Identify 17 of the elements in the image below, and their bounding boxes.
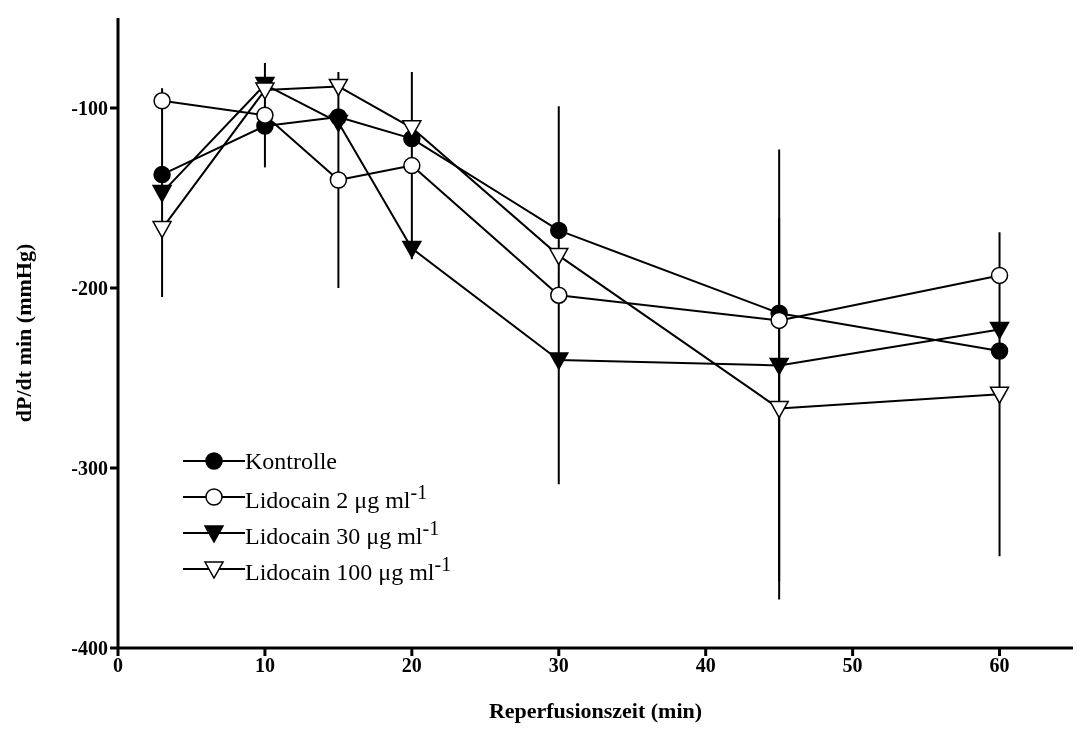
- y-axis-title: dP/dt min (mmHg): [10, 243, 36, 423]
- x-tick-label: 0: [113, 654, 123, 677]
- x-tick-label: 40: [695, 654, 716, 677]
- x-tick-label: 10: [254, 654, 275, 677]
- y-tick-label: -100: [71, 97, 108, 120]
- legend-label: Lidocain 2 μg ml$^{-1}$: [245, 480, 428, 514]
- y-tick-label: -300: [71, 457, 108, 480]
- legend-label: Kontrolle: [245, 447, 337, 475]
- x-tick-label: 30: [548, 654, 569, 677]
- x-tick-label: 50: [842, 654, 863, 677]
- legend-label: Lidocain 30 μg ml$^{-1}$: [245, 516, 440, 550]
- x-tick-label: 60: [989, 654, 1010, 677]
- y-tick-label: -200: [71, 277, 108, 300]
- x-tick-label: 20: [401, 654, 422, 677]
- legend-label: Lidocain 100 μg ml$^{-1}$: [245, 552, 452, 586]
- y-tick-label: -400: [71, 637, 108, 660]
- x-axis-title: Reperfusionszeit (min): [488, 698, 703, 723]
